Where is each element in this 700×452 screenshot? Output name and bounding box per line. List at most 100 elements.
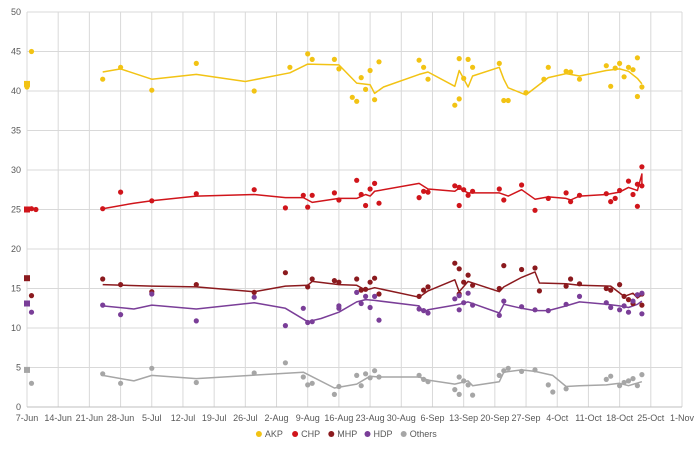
akp-poll-point [305, 51, 311, 57]
chp-poll-point [519, 182, 525, 188]
akp-poll-point [456, 56, 462, 62]
x-tick-label: 18-Oct [606, 413, 634, 423]
legend-label-chp: CHP [301, 429, 320, 439]
chp-poll-point [452, 183, 458, 189]
akp-poll-point [608, 83, 614, 89]
others-poll-point [625, 378, 632, 384]
akp-poll-point [612, 65, 618, 71]
others-poll-point [358, 383, 364, 389]
hdp-poll-point [305, 319, 311, 326]
mhp-poll-point [251, 289, 257, 295]
chp-poll-point [470, 188, 476, 194]
legend-marker-chp [292, 431, 299, 437]
chp-poll-point [532, 207, 538, 213]
akp-poll-point [416, 57, 422, 63]
chp-poll-point [149, 198, 155, 204]
chp-trend-line [102, 173, 643, 210]
hdp-poll-point [465, 290, 471, 296]
others-poll-point [639, 372, 645, 378]
hdp-poll-point [363, 293, 369, 299]
mhp-poll-point [305, 284, 311, 290]
chp-poll-point [416, 195, 422, 201]
y-tick-label: 10 [11, 323, 21, 333]
others-trend-line [102, 369, 643, 389]
hdp-poll-point [630, 298, 636, 304]
akp-poll-point [639, 84, 645, 90]
others-poll-point [193, 379, 199, 386]
akp-poll-point [421, 64, 427, 70]
mhp-poll-point [568, 276, 574, 282]
others-poll-point [563, 386, 569, 392]
akp-poll-point [501, 97, 507, 104]
others-poll-point [608, 373, 614, 379]
hdp-poll-point [149, 291, 155, 297]
hdp-poll-point [519, 304, 525, 310]
y-tick-label: 15 [11, 284, 21, 294]
akp-poll-point [372, 97, 378, 103]
akp-poll-point [563, 68, 569, 74]
hdp-poll-point [372, 293, 378, 299]
akp-poll-point [465, 56, 471, 63]
legend-label-others: Others [410, 429, 438, 439]
hdp-poll-point [634, 292, 641, 298]
others-poll-point [421, 376, 427, 382]
akp-poll-point [541, 76, 547, 82]
legend-label-mhp: MHP [337, 429, 357, 439]
akp-poll-point [617, 60, 623, 66]
mhp-poll-point [452, 260, 458, 266]
hdp-poll-point [28, 309, 35, 315]
others-poll-point [603, 376, 609, 382]
akp-poll-point [621, 74, 627, 80]
x-tick-label: 25-Oct [637, 413, 665, 423]
others-poll-point [470, 392, 476, 398]
hdp-poll-point [416, 306, 422, 312]
mhp-poll-point [461, 279, 467, 285]
akp-poll-point [523, 90, 529, 96]
y-tick-label: 0 [16, 402, 21, 412]
chp-poll-point [331, 190, 337, 196]
legend: AKP CHP MHP HDP Others [255, 429, 438, 439]
others-poll-point [372, 368, 378, 374]
legend-marker-others [400, 431, 407, 437]
others-poll-point [545, 382, 551, 388]
hdp-poll-point [193, 318, 199, 324]
others-poll-point [456, 391, 462, 397]
mhp-poll-point [28, 293, 35, 299]
mhp-poll-point [639, 302, 645, 308]
chp-poll-point [456, 184, 462, 190]
chp-poll-point [639, 164, 645, 170]
akp-poll-point [309, 56, 315, 63]
hdp-poll-point [100, 302, 106, 308]
chp-poll-point [608, 199, 614, 205]
chp-poll-point [625, 178, 632, 184]
legend-label-hdp: HDP [374, 429, 393, 439]
hdp-poll-point [563, 301, 569, 307]
hdp-poll-point [608, 304, 614, 311]
akp-poll-point [496, 60, 502, 66]
x-tick-label: 4-Oct [546, 413, 569, 423]
x-tick-label: 6-Sep [420, 413, 444, 423]
y-tick-label: 30 [11, 165, 21, 175]
hdp-poll-point [367, 304, 373, 311]
others-poll-point [501, 368, 507, 374]
others-poll-point [461, 378, 467, 384]
chp-poll-point [118, 189, 124, 195]
akp-poll-point [630, 67, 636, 73]
mhp-poll-point [363, 286, 369, 292]
akp-poll-point [149, 87, 155, 93]
mhp-poll-point [376, 291, 382, 297]
legend-marker-hdp [364, 431, 371, 437]
akp-poll-point [358, 75, 364, 81]
chp-poll-point [367, 186, 373, 192]
akp-poll-point [331, 56, 337, 63]
others-poll-point [354, 372, 360, 378]
x-tick-label: 16-Aug [324, 413, 353, 423]
hdp-poll-point [309, 319, 315, 325]
chp-poll-point [603, 191, 609, 197]
akp-poll-point [28, 48, 35, 55]
hdp-poll-point [300, 305, 306, 311]
mhp-poll-point [372, 275, 378, 281]
chp-poll-point [100, 206, 106, 212]
x-tick-label: 20-Sep [480, 413, 509, 423]
